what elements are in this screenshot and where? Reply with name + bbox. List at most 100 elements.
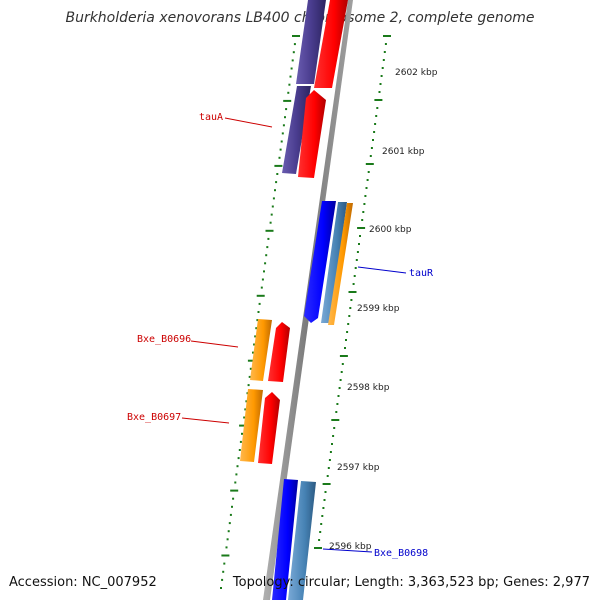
feature-orange-b0696[interactable] bbox=[250, 319, 272, 381]
cds-b0697[interactable] bbox=[258, 392, 280, 464]
gene-slot-b0698[interactable] bbox=[288, 481, 316, 600]
inner-tick-mark bbox=[265, 229, 274, 232]
outer-tick-mark bbox=[329, 451, 332, 453]
outer-tick-mark bbox=[383, 51, 386, 53]
inner-tick-mark bbox=[258, 302, 261, 305]
inner-tick-mark bbox=[230, 489, 239, 492]
outer-tick-mark bbox=[341, 363, 344, 365]
inner-tick-mark bbox=[228, 522, 231, 525]
cds-taur[interactable] bbox=[304, 201, 336, 323]
outer-tick-mark bbox=[361, 219, 364, 221]
outer-tick-mark bbox=[380, 75, 383, 77]
inner-tick-mark bbox=[287, 91, 290, 94]
outer-tick-mark bbox=[333, 427, 336, 429]
inner-tick-mark bbox=[266, 246, 269, 249]
gene-label-b0696[interactable]: Bxe_B0696 bbox=[137, 334, 191, 345]
outer-tick-mark bbox=[326, 475, 329, 477]
outer-tick-mark bbox=[355, 259, 358, 261]
outer-tick-mark bbox=[379, 83, 382, 85]
outer-tick-mark bbox=[324, 491, 327, 493]
inner-tick-mark bbox=[280, 140, 283, 143]
inner-tick-mark bbox=[253, 343, 256, 346]
outer-tick-mark bbox=[376, 107, 379, 109]
inner-tick-mark bbox=[227, 530, 230, 533]
gene-slot-taur[interactable] bbox=[321, 202, 347, 323]
inner-tick-mark bbox=[247, 359, 256, 362]
inner-tick-mark bbox=[276, 173, 279, 175]
gene-label-b0697[interactable]: Bxe_B0697 bbox=[127, 412, 181, 423]
inner-tick-mark bbox=[256, 319, 259, 322]
outer-tick-mark bbox=[335, 411, 338, 413]
outer-tick-mark bbox=[340, 371, 343, 373]
inner-tick-mark bbox=[292, 51, 295, 54]
outer-tick-mark bbox=[323, 499, 326, 501]
tick-label-2601: 2601 kbp bbox=[382, 147, 425, 157]
tick-label-2598: 2598 kbp bbox=[347, 383, 390, 393]
inner-tick-mark bbox=[247, 384, 250, 387]
tick-label-2600: 2600 kbp bbox=[369, 225, 412, 235]
inner-tick-mark bbox=[256, 294, 265, 297]
inner-tick-mark bbox=[239, 440, 242, 443]
inner-tick-mark bbox=[292, 35, 300, 37]
inner-tick-mark bbox=[288, 83, 291, 86]
outer-tick-mark bbox=[339, 355, 348, 357]
inner-tick-mark bbox=[249, 367, 252, 370]
accession-text: Accession: NC_007952 bbox=[9, 575, 157, 590]
inner-tick-mark bbox=[237, 457, 240, 460]
outer-tick-mark bbox=[374, 99, 383, 101]
outer-tick-mark bbox=[366, 179, 369, 181]
inner-tick-mark bbox=[241, 432, 243, 435]
outer-tick-mark bbox=[338, 387, 341, 389]
leader-line-taua bbox=[224, 117, 273, 128]
outer-tick-mark bbox=[372, 139, 374, 141]
inner-tick-mark bbox=[260, 286, 263, 289]
gene-label-taur[interactable]: tauR bbox=[409, 268, 434, 279]
inner-tick-mark bbox=[284, 116, 286, 119]
inner-tick-mark bbox=[264, 262, 267, 265]
genome-summary: Topology: circular; Length: 3,363,523 bp… bbox=[232, 575, 590, 590]
gene-slot-taua[interactable] bbox=[282, 86, 311, 174]
outer-tick-mark bbox=[318, 539, 321, 541]
outer-tick-mark bbox=[365, 187, 368, 189]
outer-tick-mark bbox=[364, 195, 367, 197]
outer-tick-mark bbox=[320, 523, 323, 525]
inner-tick-mark bbox=[269, 221, 272, 224]
outer-tick-mark bbox=[336, 403, 339, 405]
cds-top-1[interactable] bbox=[314, 0, 348, 88]
gene-label-taua[interactable]: tauA bbox=[199, 112, 223, 123]
inner-tick-mark bbox=[275, 181, 278, 184]
cds-taua[interactable] bbox=[298, 90, 326, 178]
inner-tick-mark bbox=[244, 408, 247, 411]
outer-tick-mark bbox=[365, 163, 374, 165]
cds-bottom-blue[interactable] bbox=[272, 479, 298, 600]
inner-tick-mark bbox=[274, 164, 283, 167]
inner-tick-mark bbox=[229, 513, 232, 516]
gene-label-b0698[interactable]: Bxe_B0698 bbox=[374, 548, 428, 559]
outer-tick-mark bbox=[359, 235, 361, 237]
outer-tick-mark bbox=[332, 435, 335, 437]
inner-tick-mark bbox=[252, 351, 254, 354]
inner-tick-mark bbox=[279, 148, 282, 151]
outer-tick-track bbox=[314, 35, 391, 549]
leader-line-taur bbox=[357, 266, 407, 274]
inner-tick-mark bbox=[245, 400, 248, 403]
outer-tick-mark bbox=[383, 35, 391, 37]
inner-tick-mark bbox=[271, 205, 274, 208]
tick-label-2599: 2599 kbp bbox=[357, 304, 400, 314]
gene-slot-top-1[interactable] bbox=[296, 0, 326, 84]
cds-b0696[interactable] bbox=[268, 322, 290, 382]
inner-tick-track bbox=[220, 35, 300, 589]
inner-tick-mark bbox=[243, 416, 246, 419]
outer-tick-mark bbox=[369, 155, 372, 157]
inner-tick-mark bbox=[222, 570, 225, 573]
outer-tick-mark bbox=[354, 267, 357, 269]
tick-label-2602: 2602 kbp bbox=[395, 68, 438, 78]
outer-tick-mark bbox=[319, 531, 322, 533]
outer-tick-mark bbox=[331, 419, 340, 421]
inner-tick-mark bbox=[234, 481, 237, 484]
inner-tick-mark bbox=[267, 237, 270, 240]
inner-tick-mark bbox=[263, 270, 265, 273]
outer-tick-mark bbox=[348, 315, 351, 317]
feature-orange-b0697[interactable] bbox=[240, 389, 263, 462]
feature-orange-taur[interactable] bbox=[328, 203, 353, 325]
